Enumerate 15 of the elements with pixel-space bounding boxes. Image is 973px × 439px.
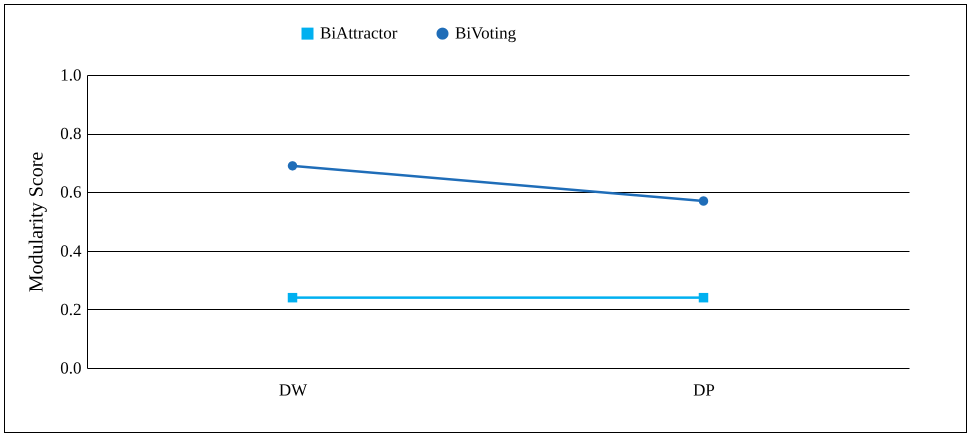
y-tick-label: 0.2: [60, 300, 82, 319]
x-tick-label: DW: [278, 380, 308, 400]
legend-label: BiVoting: [455, 24, 517, 43]
y-axis-title: Modularity Score: [25, 152, 48, 292]
y-tick-label: 0.8: [60, 124, 82, 144]
point: [288, 161, 298, 171]
point: [698, 292, 708, 302]
y-tick-label: 0.0: [60, 358, 82, 378]
point: [288, 292, 298, 302]
y-tick-label: 0.6: [60, 182, 82, 202]
x-tick-label: DP: [693, 380, 715, 400]
legend-label: BiAttractor: [320, 24, 398, 43]
y-tick-label: 0.4: [60, 241, 82, 260]
point: [698, 196, 708, 206]
y-tick-label: 1.0: [60, 66, 82, 84]
